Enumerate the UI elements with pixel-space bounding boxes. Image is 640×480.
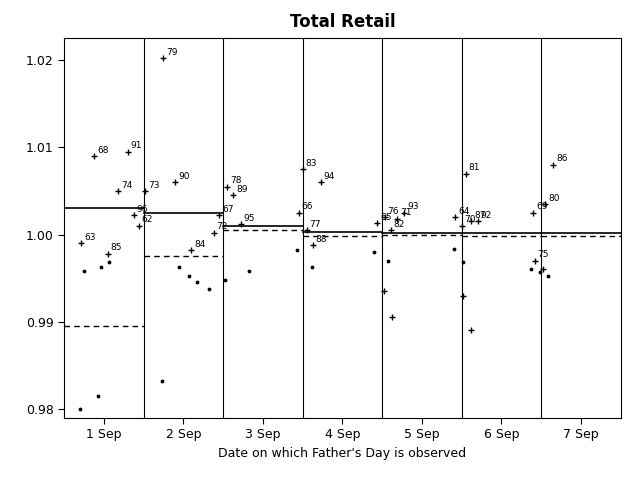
Text: 85: 85	[111, 243, 122, 252]
Text: 95: 95	[243, 214, 255, 223]
Text: 80: 80	[548, 193, 559, 203]
Text: 86: 86	[556, 155, 568, 163]
Text: 83: 83	[305, 159, 317, 168]
X-axis label: Date on which Father's Day is observed: Date on which Father's Day is observed	[218, 446, 467, 459]
Text: 87: 87	[474, 211, 486, 220]
Text: 71: 71	[400, 208, 412, 217]
Text: 82: 82	[394, 220, 405, 229]
Text: 74: 74	[121, 180, 132, 190]
Text: 77: 77	[309, 220, 321, 229]
Text: 70: 70	[465, 216, 476, 225]
Text: 89: 89	[236, 185, 248, 194]
Text: 92: 92	[481, 211, 492, 220]
Text: 91: 91	[131, 141, 142, 150]
Text: 63: 63	[84, 233, 96, 242]
Text: 84: 84	[194, 240, 205, 249]
Text: 94: 94	[324, 172, 335, 181]
Title: Total Retail: Total Retail	[289, 13, 396, 31]
Text: 79: 79	[166, 48, 178, 57]
Text: 76: 76	[387, 207, 399, 216]
Text: 68: 68	[97, 146, 109, 155]
Text: 67: 67	[222, 205, 234, 214]
Text: 81: 81	[468, 163, 480, 172]
Text: 93: 93	[407, 203, 419, 211]
Text: 78: 78	[230, 176, 241, 185]
Text: 62: 62	[141, 216, 153, 225]
Text: 65: 65	[380, 213, 392, 222]
Text: 73: 73	[148, 180, 159, 190]
Text: 66: 66	[301, 203, 313, 211]
Text: 96: 96	[137, 205, 148, 214]
Text: 90: 90	[178, 172, 189, 181]
Text: 75: 75	[538, 250, 549, 259]
Text: 88: 88	[316, 235, 327, 244]
Text: 72: 72	[216, 222, 228, 231]
Text: 64: 64	[458, 207, 470, 216]
Text: 69: 69	[536, 203, 548, 211]
